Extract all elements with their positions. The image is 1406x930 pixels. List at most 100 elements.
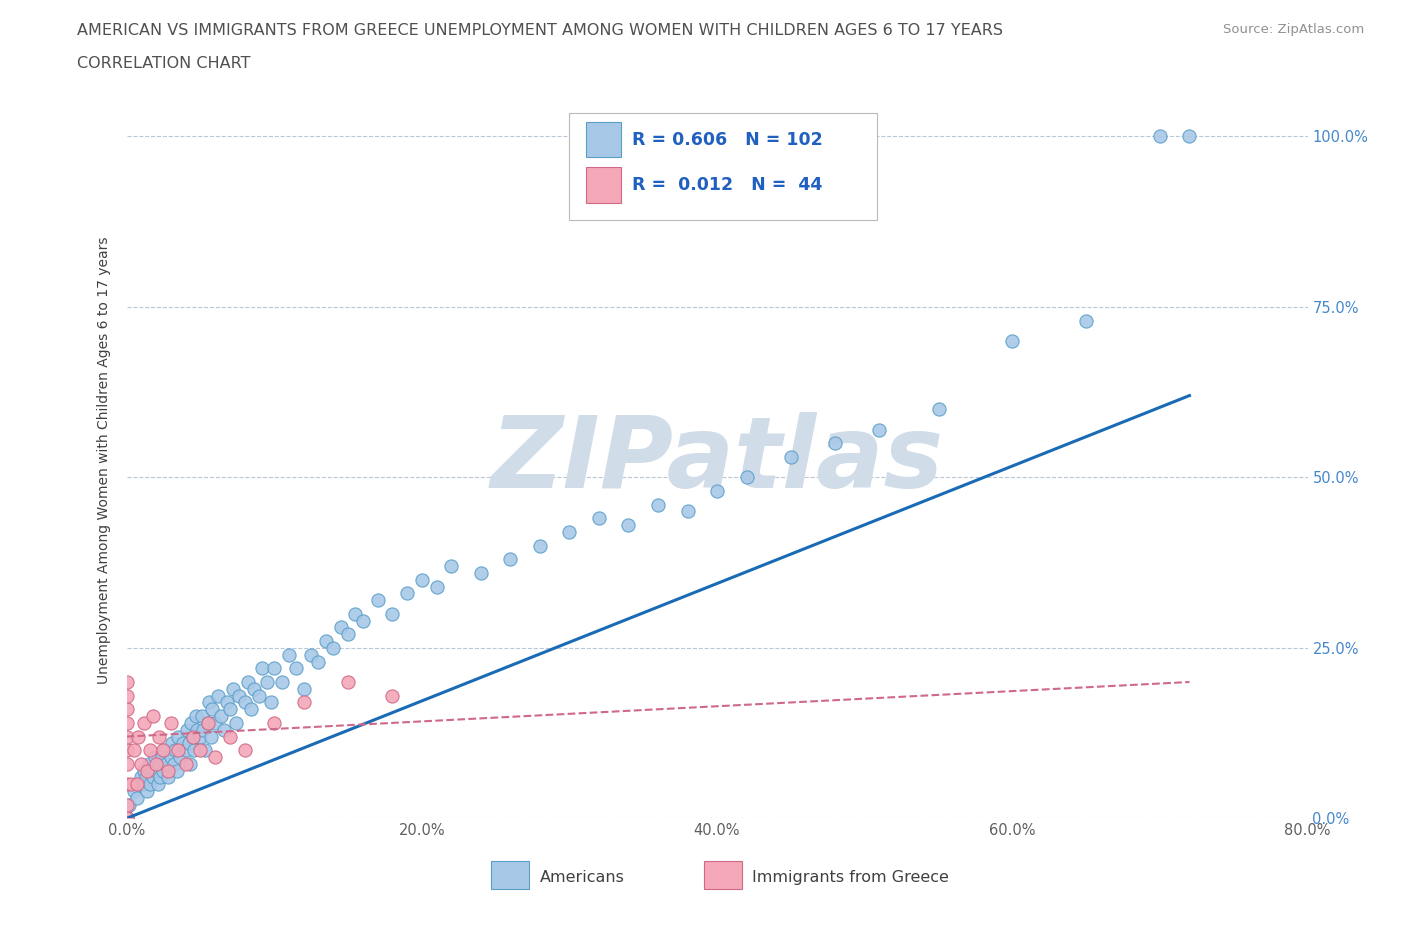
Point	[869, 422, 891, 437]
Point	[172, 736, 194, 751]
Point	[188, 729, 212, 744]
Point	[188, 743, 212, 758]
Point	[177, 736, 200, 751]
Point	[181, 729, 204, 744]
Point	[322, 641, 344, 656]
Point	[120, 777, 142, 791]
Point	[928, 402, 950, 417]
Point	[352, 613, 374, 628]
Point	[115, 777, 138, 791]
Point	[780, 449, 803, 464]
FancyBboxPatch shape	[586, 166, 621, 203]
Point	[219, 729, 242, 744]
Point	[118, 797, 141, 812]
Point	[115, 756, 138, 771]
Point	[337, 627, 360, 642]
Point	[146, 777, 169, 791]
Point	[150, 750, 173, 764]
Point	[1001, 334, 1024, 349]
Point	[134, 764, 156, 778]
Point	[149, 770, 172, 785]
Point	[115, 811, 138, 826]
Point	[129, 756, 153, 771]
Point	[125, 790, 148, 805]
Text: R = 0.606   N = 102: R = 0.606 N = 102	[633, 130, 823, 149]
Point	[115, 688, 138, 703]
Point	[169, 750, 191, 764]
Point	[706, 484, 728, 498]
Point	[163, 756, 186, 771]
Point	[197, 715, 219, 730]
Point	[115, 811, 138, 826]
Point	[200, 729, 222, 744]
Point	[219, 702, 242, 717]
Point	[1076, 313, 1098, 328]
Point	[160, 750, 183, 764]
Point	[167, 729, 190, 744]
Point	[236, 674, 259, 689]
Point	[125, 777, 148, 791]
Point	[256, 674, 278, 689]
Point	[181, 729, 204, 744]
Point	[127, 777, 149, 791]
Point	[139, 777, 162, 791]
FancyBboxPatch shape	[586, 122, 621, 157]
Point	[233, 695, 256, 710]
Point	[201, 702, 224, 717]
Point	[263, 661, 285, 676]
Text: ZIPatlas: ZIPatlas	[491, 412, 943, 509]
Point	[186, 723, 208, 737]
Point	[165, 743, 187, 758]
Point	[824, 436, 846, 451]
Point	[153, 743, 176, 758]
Point	[191, 709, 214, 724]
Point	[735, 470, 758, 485]
Point	[115, 715, 138, 730]
Point	[344, 606, 367, 621]
Point	[222, 682, 245, 697]
Point	[148, 729, 170, 744]
Point	[152, 743, 174, 758]
Point	[115, 811, 138, 826]
Point	[204, 715, 226, 730]
Point	[367, 592, 389, 607]
Point	[127, 729, 149, 744]
Point	[212, 723, 235, 737]
Point	[160, 715, 183, 730]
Text: Source: ZipAtlas.com: Source: ZipAtlas.com	[1223, 23, 1364, 36]
Point	[115, 811, 138, 826]
Point	[337, 674, 360, 689]
Point	[617, 518, 640, 533]
Point	[156, 764, 179, 778]
Point	[529, 538, 551, 553]
Point	[115, 797, 138, 812]
Point	[209, 709, 232, 724]
Point	[132, 777, 155, 791]
Point	[115, 811, 138, 826]
Point	[440, 559, 463, 574]
Point	[115, 811, 138, 826]
Point	[285, 661, 308, 676]
Point	[315, 633, 337, 648]
Point	[136, 784, 159, 799]
Point	[263, 715, 285, 730]
Text: Immigrants from Greece: Immigrants from Greece	[752, 870, 949, 884]
Point	[115, 811, 138, 826]
Text: AMERICAN VS IMMIGRANTS FROM GREECE UNEMPLOYMENT AMONG WOMEN WITH CHILDREN AGES 6: AMERICAN VS IMMIGRANTS FROM GREECE UNEMP…	[77, 23, 1004, 38]
Point	[299, 647, 322, 662]
Point	[381, 688, 404, 703]
Point	[204, 750, 226, 764]
Point	[143, 750, 166, 764]
Point	[135, 770, 157, 785]
Point	[184, 709, 207, 724]
FancyBboxPatch shape	[569, 113, 876, 220]
Point	[499, 551, 522, 566]
Point	[115, 811, 138, 826]
Point	[396, 586, 419, 601]
Point	[270, 674, 292, 689]
Text: Americans: Americans	[540, 870, 624, 884]
Point	[166, 764, 188, 778]
Point	[122, 743, 145, 758]
Point	[174, 756, 197, 771]
Point	[470, 565, 492, 580]
